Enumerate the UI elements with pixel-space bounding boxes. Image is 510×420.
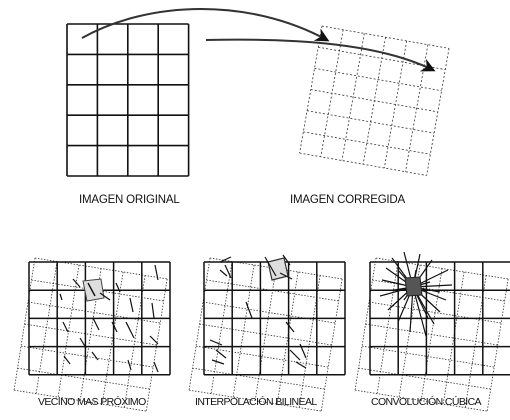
cubic-dotted-line xyxy=(361,345,495,368)
nearest-dotted-line xyxy=(24,323,157,346)
nearest-resample-stroke xyxy=(127,359,132,371)
corrected-grid-dotted-line xyxy=(299,152,427,176)
bilinear-resample-stroke xyxy=(285,321,295,333)
bilinear-resample-stroke xyxy=(282,254,291,266)
bilinear-resample-stroke xyxy=(215,349,227,359)
nearest-dotted-line xyxy=(145,278,168,412)
cubic-dotted-line xyxy=(355,389,488,412)
bilinear-dotted-line xyxy=(202,301,336,324)
bilinear-resample-stroke xyxy=(219,256,232,263)
nearest-resample-stroke xyxy=(115,282,121,293)
nearest-dotted-line xyxy=(20,345,154,368)
cubic-dotted-line xyxy=(442,271,465,405)
corrected-grid-dotted-line xyxy=(318,46,446,70)
transform-arrows xyxy=(81,8,436,72)
nearest-dotted-line xyxy=(17,367,150,390)
label-nearest-neighbor: VECINO MAS PRÓXIMO xyxy=(38,396,146,408)
nearest-neighbor-panel xyxy=(13,257,171,412)
bilinear-resample-stroke xyxy=(211,359,225,365)
transform-arrow-upper xyxy=(81,8,330,42)
nearest-resample-stroke xyxy=(87,282,96,297)
corrected-grid-dotted-line xyxy=(321,25,450,49)
bilinear-resample-stroke xyxy=(295,361,307,369)
bilinear-resample-stroke xyxy=(224,264,232,279)
corrected-grid-dotted-line xyxy=(303,131,431,155)
corrected-grid-dotted-line xyxy=(306,110,435,134)
nearest-resample-stroke xyxy=(149,335,159,345)
nearest-resample-stroke xyxy=(63,355,71,365)
corrected-grid-dotted-line xyxy=(310,89,438,113)
bilinear-resample-stroke xyxy=(299,343,307,359)
bilinear-resample-stroke xyxy=(209,339,223,346)
original-image-grid xyxy=(66,23,190,177)
bilinear-resample-stroke xyxy=(264,256,277,277)
bilinear-highlight-cell xyxy=(267,257,289,281)
bilinear-dotted-line xyxy=(320,278,343,412)
cubic-dotted-line xyxy=(486,278,509,412)
corrected-grid-dotted-line xyxy=(341,33,365,161)
nearest-dotted-line xyxy=(27,301,161,324)
label-cubic: CONVOLUCIÓN CÚBICA xyxy=(371,396,482,408)
nearest-dotted-line xyxy=(34,257,168,280)
nearest-resample-stroke xyxy=(62,321,69,333)
nearest-resample-stroke xyxy=(111,321,118,333)
nearest-resample-stroke xyxy=(129,297,134,313)
bilinear-dotted-line xyxy=(189,389,322,412)
bilinear-dotted-line xyxy=(195,345,329,368)
cubic-dotted-line xyxy=(365,323,498,346)
bilinear-dotted-line xyxy=(199,323,332,346)
corrected-grid-dotted-line xyxy=(314,67,442,92)
cubic-dotted-line xyxy=(368,301,502,324)
nearest-dotted-line xyxy=(14,389,147,412)
nearest-resample-stroke xyxy=(59,293,63,301)
cubic-highlight-cell xyxy=(404,276,423,297)
nearest-resample-stroke xyxy=(151,302,155,319)
bilinear-resample-stroke xyxy=(289,349,301,361)
cubic-dotted-line xyxy=(358,367,491,390)
bilinear-interpolation-panel xyxy=(188,254,346,412)
nearest-resample-stroke xyxy=(99,292,111,301)
label-bilinear: INTERPOLACIÓN BILINEAL xyxy=(195,396,317,408)
nearest-resample-stroke xyxy=(153,361,159,373)
transform-arrow-lower xyxy=(205,38,436,72)
bilinear-resample-stroke xyxy=(245,301,253,319)
bilinear-dotted-line xyxy=(192,367,325,390)
nearest-resample-stroke xyxy=(125,321,135,339)
nearest-resample-stroke xyxy=(72,278,81,288)
nearest-resample-stroke xyxy=(91,351,99,361)
label-original-image: IMAGEN ORIGINAL xyxy=(79,194,180,206)
nearest-highlight-cell xyxy=(82,278,105,302)
bilinear-dotted-line xyxy=(276,271,299,405)
bilinear-resample-stroke xyxy=(279,272,293,280)
corrected-image-grid xyxy=(299,25,450,176)
cubic-dotted-line xyxy=(375,257,509,280)
nearest-resample-stroke xyxy=(79,337,87,349)
nearest-resample-stroke xyxy=(92,317,100,331)
label-corrected-image: IMAGEN CORREGIDA xyxy=(290,194,406,206)
nearest-dotted-line xyxy=(101,271,124,405)
bilinear-resample-stroke xyxy=(219,269,228,277)
cubic-convolution-panel xyxy=(354,251,510,412)
nearest-resample-stroke xyxy=(154,264,159,281)
